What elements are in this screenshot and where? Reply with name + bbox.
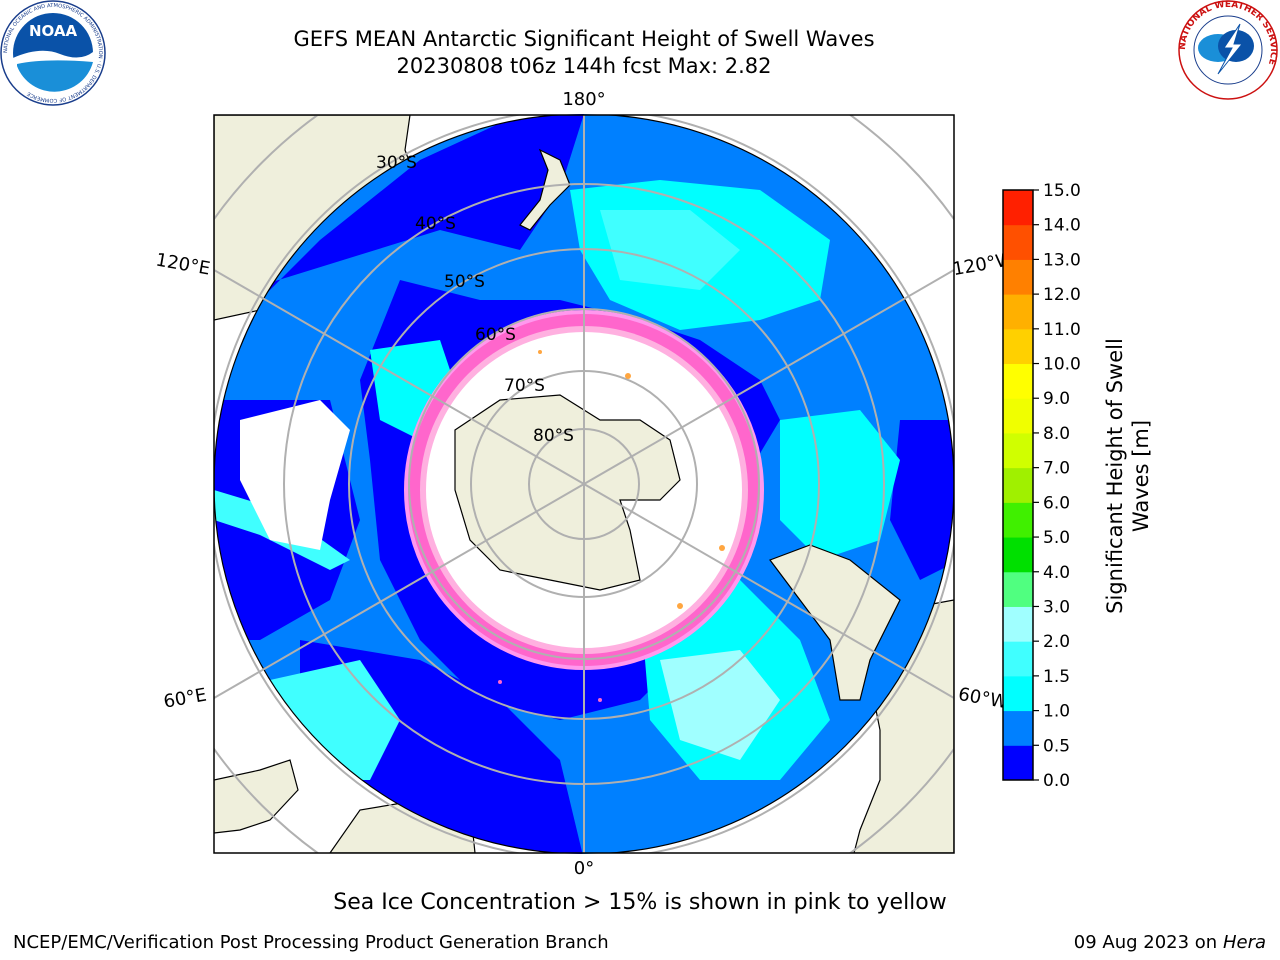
colorbar-tick-label: 9.0 xyxy=(1043,389,1070,409)
lat-label-50s: 50°S xyxy=(444,272,485,292)
lon-label-180: 180° xyxy=(562,89,605,110)
colorbar-band xyxy=(1003,294,1033,330)
colorbar-band xyxy=(1003,398,1033,434)
lon-label-120e: 120°E xyxy=(154,249,212,279)
sea-ice-caption: Sea Ice Concentration > 15% is shown in … xyxy=(333,890,947,915)
colorbar-tick-label: 10.0 xyxy=(1043,355,1081,375)
colorbar-band xyxy=(1003,502,1033,538)
colorbar-tick-label: 15.0 xyxy=(1043,181,1081,201)
footer-date: 09 Aug 2023 on Hera xyxy=(1074,932,1266,953)
colorbar-band xyxy=(1003,641,1033,677)
colorbar-band xyxy=(1003,190,1033,226)
colorbar-ticks: 0.0 0.5 1.0 1.5 2.0 3.0 4.0 5.0 6.0 7.0 8.0 9.0 10.0… xyxy=(1033,181,1081,791)
forecast-subtitle: 20230808 t06z 144h fcst Max: 2.82 xyxy=(396,54,772,78)
lat-label-70s: 70°S xyxy=(504,376,545,396)
colorbar-band xyxy=(1003,675,1033,712)
colorbar-tick-label: 14.0 xyxy=(1043,216,1081,236)
colorbar-tick-label: 8.0 xyxy=(1043,424,1070,444)
colorbar-tick-label: 3.0 xyxy=(1043,597,1070,617)
footer-date-text: 09 Aug 2023 on xyxy=(1073,932,1218,953)
colorbar-band xyxy=(1003,363,1033,399)
colorbar-tick-label: 1.5 xyxy=(1043,667,1070,687)
noaa-logo-text: NOAA xyxy=(29,22,78,40)
colorbar-band xyxy=(1003,537,1033,573)
colorbar-tick-label: 0.0 xyxy=(1043,771,1070,791)
lat-label-40s: 40°S xyxy=(415,214,456,234)
colorbar-band xyxy=(1003,710,1033,746)
lon-label-0: 0° xyxy=(574,858,594,879)
colorbar-tick-label: 4.0 xyxy=(1043,563,1070,583)
colorbar-bands xyxy=(1003,190,1033,781)
lon-label-60e: 60°E xyxy=(162,684,208,712)
lat-label-30s: 30°S xyxy=(376,153,417,173)
colorbar-tick-label: 5.0 xyxy=(1043,528,1070,548)
colorbar: 0.0 0.5 1.0 1.5 2.0 3.0 4.0 5.0 6.0 7.0 8.0 9.0 10.0… xyxy=(1002,181,1081,791)
colorbar-tick-label: 12.0 xyxy=(1043,285,1081,305)
footer-host: Hera xyxy=(1222,932,1266,953)
madagascar-land xyxy=(214,759,299,834)
colorbar-tick-label: 11.0 xyxy=(1043,320,1081,340)
new-zealand-land xyxy=(519,148,571,231)
lat-label-80s: 80°S xyxy=(533,426,574,446)
colorbar-band xyxy=(1003,606,1033,642)
colorbar-tick-label: 2.0 xyxy=(1043,632,1070,652)
colorbar-tick-label: 6.0 xyxy=(1043,493,1070,513)
colorbar-band xyxy=(1003,432,1033,469)
noaa-logo: NOAA NATIONAL OCEANIC AND ATMOSPHERIC AD… xyxy=(0,0,106,106)
colorbar-tick-label: 7.0 xyxy=(1043,459,1070,479)
colorbar-tick-label: 1.0 xyxy=(1043,702,1070,722)
colorbar-tick-label: 0.5 xyxy=(1043,736,1070,756)
colorbar-band xyxy=(1003,745,1033,781)
sea-ice-speckles xyxy=(498,350,725,702)
map-frame xyxy=(213,114,955,854)
lat-label-60s: 60°S xyxy=(475,325,516,345)
graticule xyxy=(214,115,954,853)
colorbar-band xyxy=(1003,328,1033,365)
colorbar-band xyxy=(1003,224,1033,260)
colorbar-band xyxy=(1003,259,1033,295)
footer-credit: NCEP/EMC/Verification Post Processing Pr… xyxy=(13,932,609,953)
colorbar-tick-label: 13.0 xyxy=(1043,250,1081,270)
colorbar-band xyxy=(1003,467,1033,503)
page-title: GEFS MEAN Antarctic Significant Height o… xyxy=(293,27,875,51)
nws-logo: NATIONAL WEATHER SERVICE xyxy=(1178,0,1278,100)
colorbar-frame xyxy=(1002,189,1034,781)
colorbar-band xyxy=(1003,571,1033,607)
